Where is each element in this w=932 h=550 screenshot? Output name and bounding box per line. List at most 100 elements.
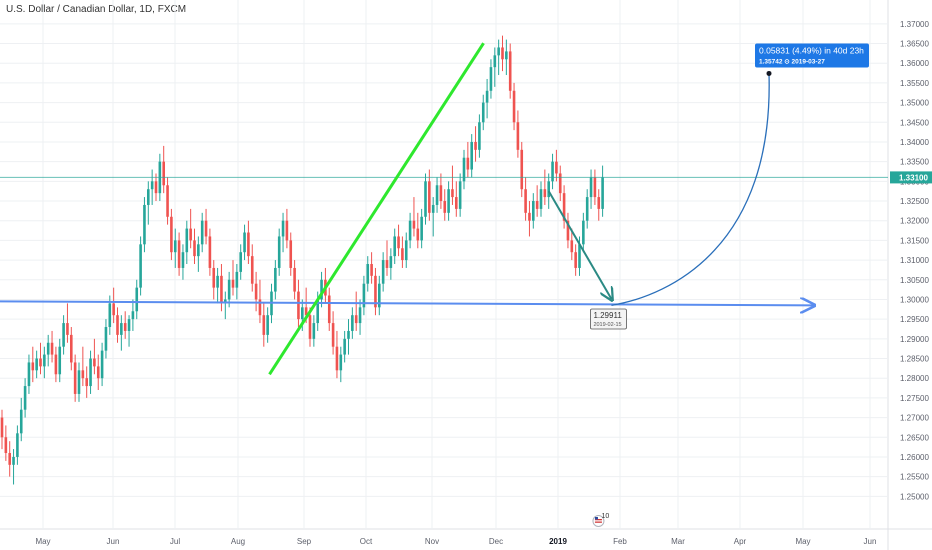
candle	[312, 315, 316, 347]
candle	[281, 212, 285, 253]
candle	[597, 189, 601, 221]
candle	[204, 208, 208, 245]
annotations: 0.05831 (4.49%) in 40d 23h 1.35742 ⊙ 2019…	[0, 42, 888, 527]
candle-body	[308, 315, 312, 339]
candle-body	[235, 271, 239, 288]
candle-body	[520, 149, 524, 190]
candle-body	[462, 157, 466, 182]
candle-body	[250, 256, 254, 284]
candle-body	[362, 283, 366, 308]
candle	[247, 220, 250, 265]
candle	[162, 145, 165, 194]
candle	[582, 212, 585, 253]
candle-body	[528, 212, 531, 221]
candle-body	[339, 354, 343, 371]
projection-curve[interactable]	[611, 73, 770, 306]
candle	[366, 256, 370, 292]
candle	[543, 169, 547, 205]
candle-body	[62, 323, 65, 347]
target-label[interactable]: 0.05831 (4.49%) in 40d 23h 1.35742 ⊙ 2019…	[755, 43, 869, 68]
candle-body	[66, 323, 69, 335]
candle	[250, 244, 254, 292]
price-axis: 1.37000 1.36500 1.36000 1.35500 1.35000 1.345…	[890, 20, 932, 501]
candle-body	[100, 350, 104, 379]
candle	[173, 228, 177, 268]
candle	[428, 169, 431, 221]
candle-body	[123, 323, 127, 331]
candle	[374, 267, 377, 316]
candle	[254, 271, 258, 312]
candle-body	[378, 283, 381, 308]
candle-body	[412, 220, 416, 229]
candle-body	[312, 323, 316, 339]
candle-body	[393, 236, 396, 257]
candle	[143, 197, 146, 253]
candle	[443, 189, 447, 221]
candle-body	[93, 358, 96, 367]
candle	[0, 409, 4, 450]
time-tick-label: Jul	[170, 537, 180, 546]
candle-body	[347, 330, 350, 339]
uptrend-line[interactable]	[268, 42, 485, 376]
candle	[46, 334, 50, 367]
candle-body	[258, 299, 262, 316]
support-arrow-line[interactable]	[0, 301, 815, 305]
candle-body	[239, 252, 242, 272]
candle	[485, 78, 489, 119]
candle-body	[77, 370, 81, 394]
time-tick-label: Feb	[613, 537, 627, 546]
candle	[31, 346, 35, 383]
candle	[193, 228, 196, 265]
flag-icon[interactable]: 10	[592, 513, 609, 527]
candle-body	[447, 189, 450, 213]
candle-body	[301, 307, 304, 320]
candle	[39, 342, 42, 375]
candle-body	[89, 358, 92, 387]
price-tick-label: 1.29000	[900, 335, 929, 344]
candle-body	[570, 240, 574, 253]
time-tick-label: Jun	[107, 537, 120, 546]
candle	[266, 307, 269, 343]
candle	[131, 299, 135, 331]
candle-body	[370, 264, 373, 276]
candle	[100, 342, 104, 387]
candle-body	[424, 181, 427, 217]
price-tick-label: 1.25500	[900, 473, 929, 482]
candle-body	[481, 102, 485, 123]
candle-body	[8, 453, 11, 465]
candle-body	[127, 319, 131, 331]
candle	[339, 346, 343, 383]
candle-body	[154, 181, 158, 194]
candle	[85, 366, 88, 398]
drop-arrow-line[interactable]	[547, 190, 612, 299]
candle	[416, 212, 420, 249]
candle-body	[335, 346, 339, 371]
candle-body	[512, 90, 516, 123]
candle	[227, 271, 231, 308]
price-tick-label: 1.31500	[900, 236, 929, 245]
candle-body	[435, 185, 439, 205]
time-tick-label: May	[35, 537, 50, 546]
price-tick-label: 1.35500	[900, 79, 929, 88]
candle-body	[35, 358, 38, 371]
low-label[interactable]: 1.29911 2019-02-15	[590, 308, 627, 330]
candle	[320, 271, 323, 308]
candle	[389, 248, 393, 280]
candle-body	[197, 244, 200, 257]
price-tick-label: 1.36500	[900, 40, 929, 49]
time-tick-label: Dec	[489, 537, 503, 546]
candle	[385, 240, 389, 276]
candle	[139, 236, 142, 296]
candle-body	[50, 342, 54, 355]
candle-body	[474, 141, 477, 150]
candle-body	[428, 181, 431, 213]
price-tick-label: 1.28000	[900, 374, 929, 383]
time-tick-label: Oct	[360, 537, 373, 546]
candle-body	[354, 315, 358, 324]
time-tick-label: Apr	[734, 537, 747, 546]
price-tick-label: 1.32500	[900, 197, 929, 206]
candle	[116, 307, 119, 343]
candle	[585, 189, 589, 229]
candle-body	[327, 295, 331, 324]
